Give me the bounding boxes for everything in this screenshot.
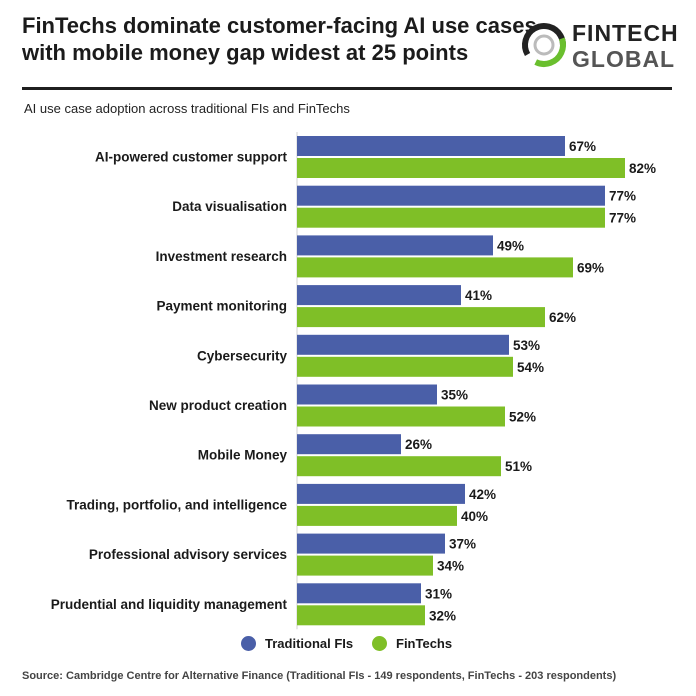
data-label-traditional-investment-research: 49%: [497, 238, 524, 253]
bar-fintech-investment-research: [297, 257, 573, 278]
legend-dot-fintech: [372, 636, 387, 651]
bar-fintech-cybersecurity: [297, 356, 513, 377]
data-label-fintech-mobile-money: 51%: [505, 459, 532, 474]
chart-subtitle: AI use case adoption across traditional …: [24, 101, 350, 116]
logo-ring-icon: [522, 22, 566, 67]
category-label-ai-powered-customer-support: AI-powered customer support: [95, 150, 288, 165]
bar-fintech-payment-monitoring: [297, 307, 545, 328]
data-label-traditional-prudential-and-liquidity-management: 31%: [425, 586, 452, 601]
data-label-fintech-prudential-and-liquidity-management: 32%: [429, 608, 456, 623]
data-label-fintech-trading-portfolio-and-intelligence: 40%: [461, 509, 488, 524]
data-label-traditional-data-visualisation: 77%: [609, 189, 636, 204]
category-label-new-product-creation: New product creation: [149, 398, 287, 413]
source-note: Source: Cambridge Centre for Alternative…: [22, 670, 617, 682]
data-label-traditional-professional-advisory-services: 37%: [449, 537, 476, 552]
legend-label-traditional: Traditional FIs: [265, 636, 354, 651]
bar-fintech-ai-powered-customer-support: [297, 158, 625, 178]
data-label-traditional-cybersecurity: 53%: [513, 338, 540, 353]
fintech-global-logo: FINTECH GLOBAL: [520, 18, 680, 74]
bar-traditional-professional-advisory-services: [297, 533, 445, 554]
bar-traditional-mobile-money: [297, 434, 401, 455]
title-divider: [22, 87, 672, 90]
bar-fintech-professional-advisory-services: [297, 555, 433, 576]
category-label-cybersecurity: Cybersecurity: [197, 348, 288, 363]
bar-fintech-mobile-money: [297, 456, 501, 477]
data-label-fintech-professional-advisory-services: 34%: [437, 559, 464, 574]
data-label-traditional-new-product-creation: 35%: [441, 388, 468, 403]
bar-fintech-trading-portfolio-and-intelligence: [297, 505, 457, 526]
bar-fintech-data-visualisation: [297, 207, 605, 228]
logo-text-fintech: FINTECH: [572, 20, 679, 46]
data-label-fintech-data-visualisation: 77%: [609, 211, 636, 226]
category-label-professional-advisory-services: Professional advisory services: [89, 547, 287, 562]
data-label-traditional-trading-portfolio-and-intelligence: 42%: [469, 487, 496, 502]
legend-item-fintech: FinTechs: [372, 636, 452, 651]
logo-text-global: GLOBAL: [572, 46, 676, 72]
bar-traditional-ai-powered-customer-support: [297, 136, 565, 156]
legend-label-fintech: FinTechs: [396, 636, 453, 651]
bar-traditional-data-visualisation: [297, 185, 605, 206]
data-label-fintech-payment-monitoring: 62%: [549, 310, 576, 325]
category-label-data-visualisation: Data visualisation: [172, 199, 287, 214]
chart-title: FinTechs dominate customer-facing AI use…: [22, 12, 537, 66]
category-label-trading-portfolio-and-intelligence: Trading, portfolio, and intelligence: [66, 497, 287, 512]
data-label-traditional-payment-monitoring: 41%: [465, 288, 492, 303]
legend-dot-traditional: [241, 636, 256, 651]
data-label-fintech-investment-research: 69%: [577, 260, 604, 275]
legend: Traditional FIs FinTechs: [0, 636, 696, 658]
bar-fintech-prudential-and-liquidity-management: [297, 605, 425, 626]
legend-item-traditional: Traditional FIs: [241, 636, 353, 651]
category-label-investment-research: Investment research: [156, 249, 287, 264]
category-label-mobile-money: Mobile Money: [198, 448, 288, 463]
bar-traditional-investment-research: [297, 235, 493, 256]
data-label-fintech-new-product-creation: 52%: [509, 410, 536, 425]
bar-traditional-trading-portfolio-and-intelligence: [297, 483, 465, 504]
bar-traditional-prudential-and-liquidity-management: [297, 583, 421, 604]
bar-traditional-cybersecurity: [297, 334, 509, 355]
data-label-traditional-ai-powered-customer-support: 67%: [569, 139, 596, 154]
data-label-traditional-mobile-money: 26%: [405, 437, 432, 452]
category-label-prudential-and-liquidity-management: Prudential and liquidity management: [51, 597, 288, 612]
data-label-fintech-cybersecurity: 54%: [517, 360, 544, 375]
data-label-fintech-ai-powered-customer-support: 82%: [629, 161, 656, 176]
bar-traditional-payment-monitoring: [297, 285, 461, 306]
title-line-2: with mobile money gap widest at 25 point…: [22, 40, 469, 65]
bar-traditional-new-product-creation: [297, 384, 437, 405]
bar-fintech-new-product-creation: [297, 406, 505, 427]
category-label-payment-monitoring: Payment monitoring: [156, 299, 287, 314]
title-line-1: FinTechs dominate customer-facing AI use…: [22, 13, 537, 38]
